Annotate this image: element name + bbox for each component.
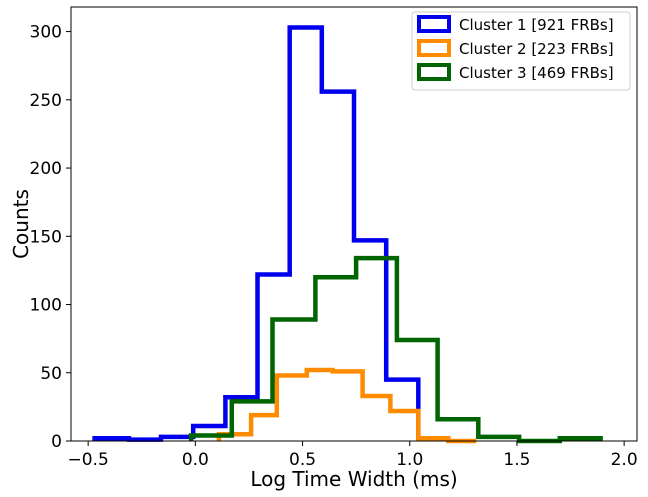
legend-box xyxy=(411,11,631,91)
x-tick-label: 0.5 xyxy=(289,450,316,470)
legend-swatch-1 xyxy=(417,15,451,33)
x-tick-label: 1.5 xyxy=(503,450,530,470)
legend: Cluster 1 [921 FRBs] Cluster 2 [223 FRBs]… xyxy=(411,11,631,91)
legend-label-3: Cluster 3 [469 FRBs] xyxy=(459,64,614,82)
y-tick-label: 100 xyxy=(30,296,62,316)
y-tick-label: 0 xyxy=(51,432,62,452)
x-tick-label: 2.0 xyxy=(611,450,638,470)
y-tick-label: 150 xyxy=(30,227,62,247)
y-tick-label: 50 xyxy=(40,364,62,384)
series-2-step-line xyxy=(216,367,477,444)
y-axis-label: Counts xyxy=(9,189,33,259)
legend-swatch-3 xyxy=(417,63,451,81)
x-tick-label: 0.0 xyxy=(182,450,209,470)
legend-label-1: Cluster 1 [921 FRBs] xyxy=(459,16,614,34)
x-axis-label: Log Time Width (ms) xyxy=(250,467,457,491)
x-axis: −0.5 0.0 0.5 1.0 1.5 2.0 xyxy=(68,441,638,470)
series-1-step-line xyxy=(92,25,421,442)
y-tick-label: 200 xyxy=(30,159,62,179)
x-tick-label: 1.0 xyxy=(396,450,423,470)
y-axis: 0 50 100 150 200 250 300 xyxy=(30,23,71,452)
y-tick-label: 250 xyxy=(30,91,62,111)
plot-frame xyxy=(70,6,638,442)
legend-swatch-2 xyxy=(417,39,451,57)
x-tick-label: −0.5 xyxy=(68,450,109,470)
y-tick-label: 300 xyxy=(30,23,62,43)
legend-label-2: Cluster 2 [223 FRBs] xyxy=(459,40,614,58)
